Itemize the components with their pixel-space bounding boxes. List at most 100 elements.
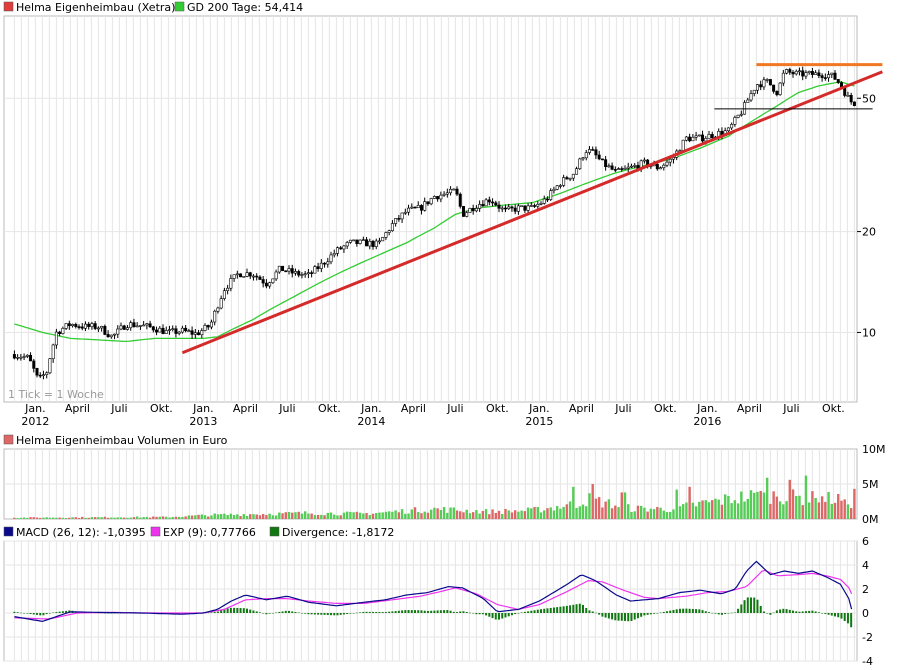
candle-body [432,196,436,199]
price-candles [12,66,856,380]
candle-body [226,287,230,292]
divergence-bar [465,611,468,613]
candle-body [48,358,52,374]
volume-bar [591,484,594,519]
divergence-bar [659,612,662,614]
divergence-bar [756,599,759,613]
divergence-bar [236,607,239,613]
candle-body [426,201,430,205]
volume-bar [455,510,459,519]
divergence-bar [614,613,617,621]
volume-bar [35,517,39,519]
volume-bar [384,511,388,519]
volume-bar [358,512,362,519]
divergence-bar [598,613,601,615]
volume-bar [274,515,278,519]
candle-body [271,278,275,284]
volume-bar [375,513,378,519]
volume-bar [507,510,510,519]
volume-bar [300,513,304,519]
divergence-bar [275,612,278,614]
divergence-bar [459,611,462,613]
divergence-bar [798,611,801,613]
divergence-bar [782,608,785,613]
volume-bar [769,503,772,519]
candle-body [436,196,440,200]
divergence-bar [210,612,213,613]
volume-bar [371,513,375,519]
volume-bar [268,513,271,519]
volume-bar [391,511,394,519]
volume-bar [345,511,349,519]
candle-body [174,328,178,334]
volume-bar [58,517,61,519]
volume-bar [756,491,759,519]
candle-body [836,79,840,83]
volume-bar [135,516,139,519]
volume-bar [714,498,717,519]
candle-body [58,331,62,334]
divergence-bar [843,613,846,621]
volume-bar [730,503,733,519]
volume-bar [691,502,695,519]
candle-body [423,201,427,211]
legend-label-exp: EXP (9): 0,77766 [163,526,256,539]
candle-body [119,325,123,330]
divergence-bar [239,608,242,613]
candle-body [116,328,120,335]
divergence-bar [562,606,565,613]
volume-bar [252,514,255,519]
x-tick-label: Jan. [696,402,717,415]
volume-bar [442,507,446,519]
candle-body [390,223,394,231]
y-tick-label: 6 [862,535,869,548]
candle-body [807,71,811,73]
candle-body [478,204,482,209]
divergence-bar [19,612,22,614]
divergence-bar [846,613,849,624]
volume-bar [236,514,239,519]
divergence-bar [323,613,326,615]
x-tick-label: Okt. [486,402,509,415]
candle-body [410,206,414,209]
candle-body [465,212,469,217]
divergence-bar [213,612,216,613]
volume-bar [291,512,294,519]
candle-body [704,138,708,142]
volume-bar [530,508,533,519]
candle-body [245,272,249,277]
divergence-bar [666,611,669,613]
volume-bar [100,517,103,519]
x-tick-label: Jan. [24,402,45,415]
volume-bar [782,504,785,519]
x-tick-label: April [65,402,90,415]
volume-bar [678,506,682,519]
volume-bar [177,516,181,519]
divergence-bar [207,612,210,614]
candle-body [274,271,278,280]
candle-body [539,203,543,205]
divergence-bar [779,609,782,613]
candle-body [578,158,582,169]
price-grid [4,16,857,402]
divergence-bar [730,612,733,614]
divergence-bar [407,610,410,613]
divergence-bar [578,603,581,613]
volume-bar [646,511,649,519]
legend-swatch-divergence [269,526,280,537]
candle-body [87,323,91,327]
x-tick-label: Okt. [654,402,677,415]
candle-body [804,72,808,77]
divergence-bar [834,613,837,617]
candle-body [16,356,20,359]
volume-bar [788,479,791,519]
volume-bar [785,501,788,519]
volume-bar [798,495,801,519]
x-tick-label: Juli [614,402,631,415]
volume-bar [656,506,659,519]
candle-body [765,79,769,81]
volume-bar [219,514,223,519]
candle-body [707,134,711,139]
price-y-axis: 10 20 50 [857,92,876,339]
